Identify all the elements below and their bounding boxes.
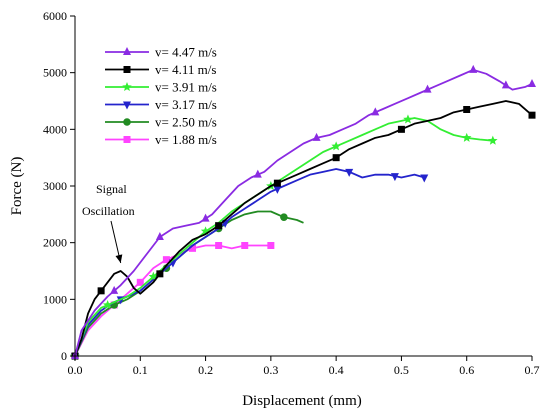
legend-label: v= 4.11 m/s xyxy=(155,62,216,77)
y-tick-label: 5000 xyxy=(43,66,67,80)
data-point xyxy=(201,213,210,222)
axes: 0.0 0.1 0.2 0.3 0.4 0.5 0.6 0.7 0 1000 2000 3000 400… xyxy=(43,9,540,377)
data-point xyxy=(331,141,341,151)
annotation-arrowhead xyxy=(115,254,123,263)
legend-item: v= 1.88 m/s xyxy=(105,132,217,147)
data-point xyxy=(273,179,281,187)
x-tick-label: 0.0 xyxy=(68,363,83,377)
legend-label: v= 3.17 m/s xyxy=(155,97,217,112)
y-tick-label: 2000 xyxy=(43,236,67,250)
data-point xyxy=(371,107,380,116)
data-point xyxy=(110,285,119,294)
x-tick-label: 0.4 xyxy=(329,363,344,377)
annotation-line-2: Oscillation xyxy=(82,204,135,218)
data-point xyxy=(97,287,105,295)
y-tick-label: 4000 xyxy=(43,122,67,136)
legend-marker xyxy=(122,82,132,92)
data-point xyxy=(423,84,432,93)
series-4 xyxy=(71,168,429,361)
legend-item: v= 2.50 m/s xyxy=(105,115,217,130)
y-tick-label: 1000 xyxy=(43,292,67,306)
x-axis-label: Displacement (mm) xyxy=(242,393,362,409)
data-point xyxy=(528,111,536,119)
data-point xyxy=(162,256,170,264)
annotation-line-1: Signal xyxy=(96,182,127,196)
legend-marker xyxy=(123,66,131,73)
data-point xyxy=(390,173,399,182)
x-tick-label: 0.3 xyxy=(263,363,278,377)
data-point xyxy=(189,244,197,252)
legend: v= 4.47 m/s v= 4.11 m/s v= 3.91 m/s v= 3.17… xyxy=(105,45,217,147)
data-point xyxy=(345,168,354,177)
series-line xyxy=(74,210,304,357)
data-point xyxy=(528,79,536,87)
series-1 xyxy=(71,64,536,359)
data-point xyxy=(156,270,164,278)
legend-marker xyxy=(123,47,131,55)
series-line xyxy=(74,117,493,357)
x-tick-label: 0.7 xyxy=(525,363,540,377)
legend-marker xyxy=(123,101,131,110)
data-point xyxy=(267,242,275,249)
data-point xyxy=(420,174,429,183)
data-point xyxy=(463,106,471,113)
data-point xyxy=(488,135,498,145)
legend-marker xyxy=(123,136,131,143)
y-axis-label: Force (N) xyxy=(9,157,25,216)
data-point xyxy=(215,242,223,249)
data-point xyxy=(469,64,478,73)
legend-label: v= 4.47 m/s xyxy=(155,45,217,60)
x-tick-label: 0.6 xyxy=(459,363,474,377)
series-3 xyxy=(70,114,498,361)
data-point xyxy=(403,114,413,124)
legend-item: v= 3.17 m/s xyxy=(105,97,217,112)
legend-label: v= 3.91 m/s xyxy=(155,80,217,95)
legend-item: v= 4.47 m/s xyxy=(105,45,217,60)
y-tick-label: 3000 xyxy=(43,179,67,193)
data-point xyxy=(280,213,288,221)
data-point xyxy=(102,300,113,310)
data-point xyxy=(215,222,223,230)
legend-item: v= 4.11 m/s xyxy=(105,62,216,77)
data-point xyxy=(241,242,249,249)
x-tick-label: 0.2 xyxy=(198,363,213,377)
data-point xyxy=(397,125,405,133)
series-line xyxy=(74,100,533,357)
data-point xyxy=(136,278,144,286)
data-point xyxy=(501,80,510,89)
data-point xyxy=(155,232,164,240)
x-tick-label: 0.5 xyxy=(394,363,409,377)
data-point xyxy=(332,154,340,162)
y-tick-label: 6000 xyxy=(43,9,67,23)
annotation: Signal Oscillation xyxy=(82,182,135,264)
data-point xyxy=(200,226,211,236)
legend-marker xyxy=(123,118,131,126)
data-point xyxy=(148,271,159,281)
x-tick-label: 0.1 xyxy=(133,363,148,377)
legend-label: v= 1.88 m/s xyxy=(155,132,217,147)
data-point xyxy=(312,132,321,141)
series-line xyxy=(74,168,425,357)
data-point xyxy=(461,132,472,142)
y-tick-label: 0 xyxy=(61,349,67,363)
data-point xyxy=(253,169,262,178)
data-point xyxy=(273,185,282,194)
legend-label: v= 2.50 m/s xyxy=(155,115,217,130)
legend-item: v= 3.91 m/s xyxy=(105,80,217,95)
series-line xyxy=(74,244,271,357)
series-line xyxy=(74,68,533,357)
plot-layer xyxy=(70,64,536,361)
